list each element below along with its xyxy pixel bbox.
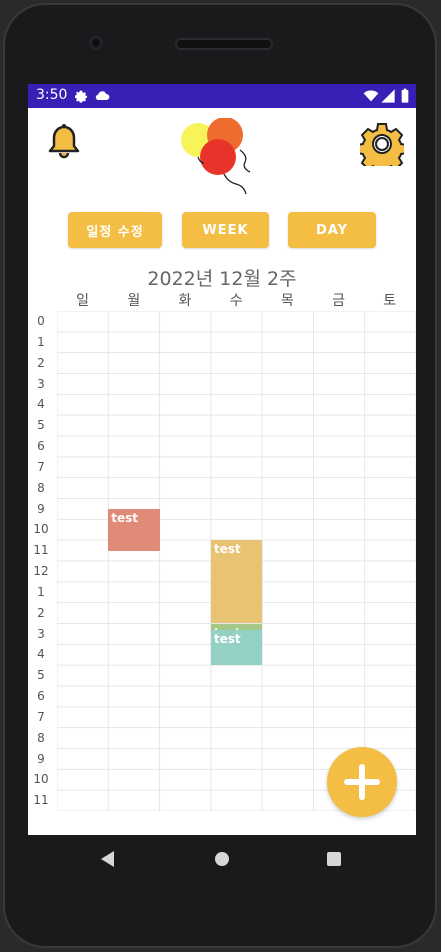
hour-label: 3 [37, 626, 45, 641]
settings-status-icon [75, 90, 87, 103]
week-view-button[interactable]: WEEK [182, 212, 269, 248]
calendar-event[interactable]: test [210, 629, 263, 666]
bell-icon[interactable] [44, 122, 84, 162]
calendar-title: 2022년 12월 2주 [147, 268, 297, 290]
add-event-button[interactable] [327, 747, 397, 817]
hour-label: 2 [37, 355, 45, 370]
hour-label: 3 [37, 376, 45, 391]
event-title: test [213, 631, 241, 646]
app-header [28, 108, 416, 208]
status-time: 3:50 [36, 87, 68, 103]
hour-label: 6 [37, 689, 45, 703]
weekday-label: 목 [280, 293, 294, 309]
weekday-label: 월 [127, 293, 141, 309]
hour-label: 5 [37, 418, 45, 433]
battery-icon [401, 88, 409, 103]
hour-label: 0 [37, 314, 45, 328]
weekday-label: 금 [332, 293, 345, 309]
hour-label: 11 [33, 543, 49, 558]
hour-label: 1 [37, 584, 45, 599]
hour-label: 4 [37, 647, 45, 662]
balloons-logo [181, 118, 251, 195]
hour-label: 7 [37, 459, 45, 474]
calendar-event[interactable]: test [210, 623, 263, 630]
hour-label: 10 [33, 522, 49, 537]
event-title: test [111, 510, 139, 525]
hour-label: 4 [37, 397, 45, 412]
edit-schedule-button[interactable]: 일정 수정 [68, 212, 162, 248]
hour-label: 10 [33, 772, 49, 787]
hour-label: 2 [37, 605, 45, 620]
calendar-event[interactable]: test [108, 508, 160, 551]
hour-label: 9 [37, 501, 45, 516]
hour-label: 12 [33, 564, 49, 578]
phone-frame: 3:50 [3, 3, 437, 948]
hour-label: 8 [37, 730, 45, 745]
signal-icon [381, 89, 395, 103]
wifi-icon [363, 90, 379, 102]
weekday-label: 수 [229, 293, 243, 309]
status-bar: 3:50 [28, 84, 416, 108]
event-title: test [214, 626, 241, 630]
home-nav-icon[interactable] [215, 852, 229, 866]
hour-label: 7 [37, 709, 45, 724]
weekday-label: 화 [178, 293, 192, 309]
weekday-label: 일 [76, 293, 90, 309]
calendar-event[interactable]: test [210, 540, 263, 624]
app-screen: 3:50 [28, 84, 416, 835]
gear-icon[interactable] [360, 122, 404, 166]
day-view-button[interactable]: DAY [288, 212, 376, 248]
recents-nav-icon[interactable] [327, 852, 341, 866]
weekday-header: 일 월 화 수 목 금 토 [57, 290, 416, 310]
hour-label: 9 [37, 751, 45, 766]
plus-icon [344, 764, 380, 800]
hour-label: 5 [37, 668, 45, 683]
hour-label: 8 [37, 480, 45, 495]
back-nav-icon[interactable] [101, 851, 114, 867]
hour-label: 1 [37, 334, 45, 349]
weekday-label: 토 [383, 293, 397, 309]
event-title: test [213, 542, 241, 557]
hour-labels: 0 1 2 3 4 5 6 7 8 9 10 11 12 1 2 3 4 5 6 7 8 9 10 11 [28, 311, 57, 811]
earpiece-speaker [175, 38, 273, 50]
front-camera [89, 36, 103, 50]
hour-label: 11 [33, 793, 49, 808]
cloud-icon [95, 91, 110, 101]
hour-label: 6 [37, 439, 45, 453]
